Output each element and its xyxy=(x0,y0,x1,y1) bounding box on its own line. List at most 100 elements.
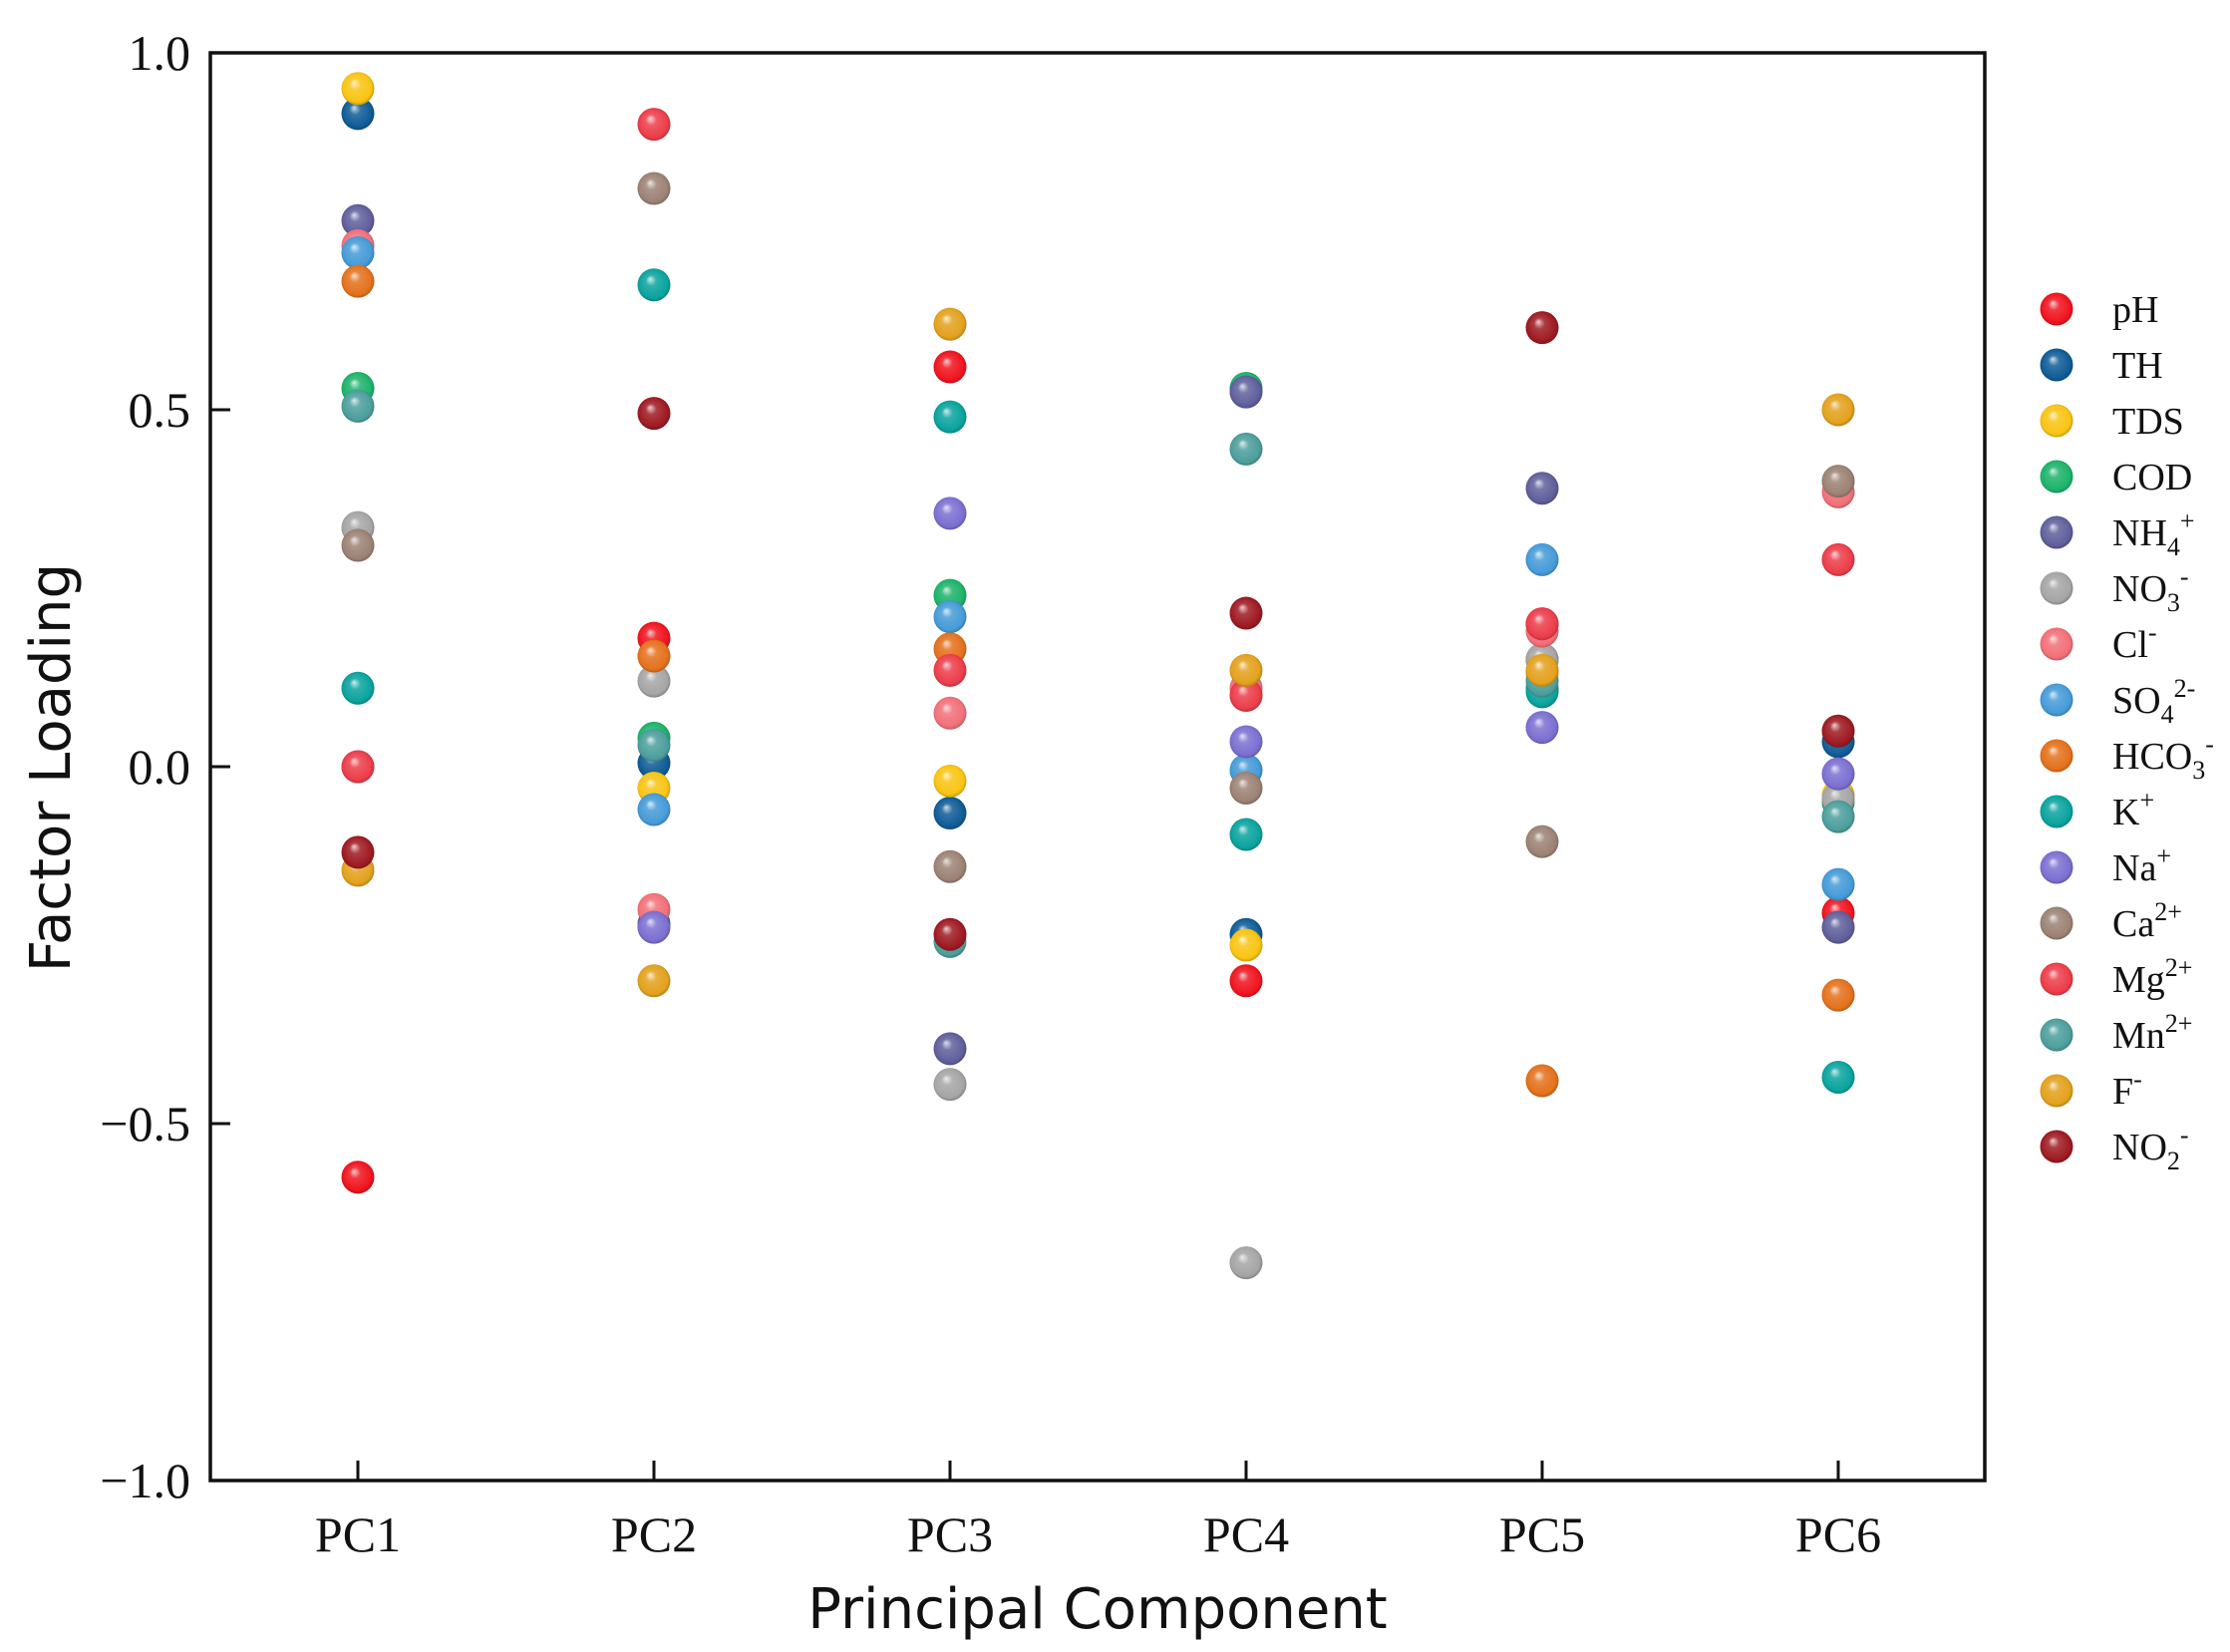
data-point xyxy=(933,764,967,798)
data-point xyxy=(1821,465,1855,498)
x-tick-label: PC3 xyxy=(907,1506,993,1562)
series-Mn2+ xyxy=(341,389,1855,958)
legend-marker xyxy=(2040,627,2073,661)
series-F- xyxy=(341,307,1855,998)
legend-marker xyxy=(2040,1130,2073,1163)
legend-label: SO42- xyxy=(2112,674,2195,729)
series-COD xyxy=(341,372,1855,820)
series-K+ xyxy=(341,268,1855,1094)
data-point xyxy=(1229,1246,1263,1280)
data-point xyxy=(341,671,375,705)
legend-marker xyxy=(2040,739,2073,773)
legend-label: TDS xyxy=(2112,401,2184,443)
data-point xyxy=(933,1032,967,1066)
series-Na+ xyxy=(341,496,1855,944)
data-point xyxy=(1229,432,1263,466)
legend-item: TDS xyxy=(2040,401,2184,443)
series-NH4+ xyxy=(341,203,1855,1066)
legend-item: Cl- xyxy=(2040,618,2157,666)
legend-label: Mg2+ xyxy=(2112,953,2192,1001)
data-point xyxy=(1229,818,1263,851)
data-point xyxy=(1525,825,1559,858)
legend-label: Cl- xyxy=(2112,618,2157,666)
legend-marker xyxy=(2040,571,2073,605)
data-point xyxy=(341,750,375,784)
legend-marker xyxy=(2040,683,2073,717)
series-NO2- xyxy=(341,311,1855,951)
legend-label: NO3- xyxy=(2112,562,2189,617)
data-point xyxy=(933,307,967,341)
data-point xyxy=(1229,725,1263,759)
legend-item: pH xyxy=(2040,289,2158,331)
data-point xyxy=(341,203,375,237)
legend-label: NH4+ xyxy=(2112,506,2195,561)
x-tick-label: PC6 xyxy=(1795,1506,1881,1562)
series-pH xyxy=(341,350,1855,1194)
legend-item: COD xyxy=(2040,457,2192,498)
legend-marker xyxy=(2040,1018,2073,1052)
legend-label: COD xyxy=(2112,457,2192,498)
legend-label: Ca2+ xyxy=(2112,897,2182,945)
data-point xyxy=(1229,678,1263,712)
data-point xyxy=(1229,653,1263,687)
legend-marker xyxy=(2040,515,2073,549)
legend-marker xyxy=(2040,292,2073,326)
y-tick-label: −0.5 xyxy=(100,1096,190,1152)
data-point xyxy=(1821,867,1855,901)
data-point xyxy=(637,639,671,673)
data-point xyxy=(1821,978,1855,1012)
data-point xyxy=(1525,542,1559,576)
series-TDS xyxy=(341,72,1855,962)
data-point xyxy=(1525,607,1559,641)
data-point xyxy=(933,917,967,951)
legend-item: Mg2+ xyxy=(2040,953,2192,1001)
data-point xyxy=(637,664,671,698)
legend-item: TH xyxy=(2040,345,2163,387)
data-point xyxy=(637,729,671,763)
series-TH xyxy=(341,97,1855,951)
series-HCO3- xyxy=(341,264,1855,1098)
data-point xyxy=(341,389,375,423)
y-tick-label: −1.0 xyxy=(100,1453,190,1508)
legend-label: TH xyxy=(2112,345,2163,387)
x-tick-label: PC4 xyxy=(1203,1506,1289,1562)
legend-item: HCO3- xyxy=(2040,730,2214,785)
data-point xyxy=(341,835,375,869)
legend-item: Ca2+ xyxy=(2040,897,2182,945)
legend-item: K+ xyxy=(2040,786,2154,833)
x-tick-label: PC5 xyxy=(1499,1506,1585,1562)
data-point xyxy=(933,1068,967,1102)
legend-item: NO2- xyxy=(2040,1121,2189,1175)
legend-marker xyxy=(2040,795,2073,828)
data-point xyxy=(1821,393,1855,427)
data-point xyxy=(933,400,967,434)
legend-label: Mn2+ xyxy=(2112,1009,2192,1057)
data-point xyxy=(933,350,967,384)
data-point xyxy=(637,910,671,944)
data-point xyxy=(1229,964,1263,998)
y-tick-label: 0.0 xyxy=(129,739,191,795)
data-point xyxy=(1229,375,1263,409)
y-tick-label: 0.5 xyxy=(129,382,191,438)
plot-frame xyxy=(208,51,1987,1483)
data-point xyxy=(933,849,967,883)
legend-label: HCO3- xyxy=(2112,730,2214,785)
data-point xyxy=(341,264,375,298)
data-point xyxy=(637,793,671,826)
data-point xyxy=(1525,311,1559,345)
y-tick-label: 1.0 xyxy=(129,25,191,81)
data-point xyxy=(637,171,671,205)
data-point xyxy=(341,72,375,106)
data-point xyxy=(1821,714,1855,748)
data-point xyxy=(1229,928,1263,962)
data-point xyxy=(1525,711,1559,745)
legend-label: K+ xyxy=(2112,786,2154,833)
series-Cl- xyxy=(341,228,1855,926)
data-point xyxy=(933,696,967,730)
data-point xyxy=(1525,472,1559,505)
data-point xyxy=(1229,596,1263,630)
legend-item: SO42- xyxy=(2040,674,2195,729)
data-point xyxy=(341,97,375,131)
legend-item: NO3- xyxy=(2040,562,2189,617)
